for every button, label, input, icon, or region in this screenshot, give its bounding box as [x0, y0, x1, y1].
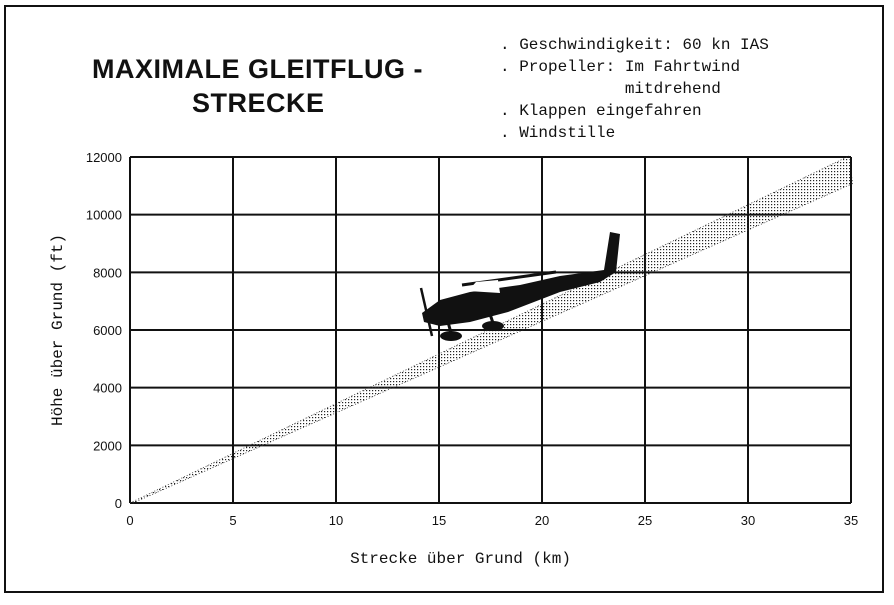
- condition-item: . Klappen eingefahren: [500, 102, 702, 120]
- x-tick-label: 20: [535, 513, 549, 528]
- y-tick-label: 10000: [86, 208, 122, 223]
- x-axis-label: Strecke über Grund (km): [350, 550, 571, 568]
- x-tick-label: 5: [229, 513, 236, 528]
- x-tick-label: 0: [126, 513, 133, 528]
- condition-item: . Geschwindigkeit: 60 kn IAS: [500, 36, 769, 54]
- title-line-2: STRECKE: [192, 88, 325, 118]
- y-tick-label: 6000: [93, 323, 122, 338]
- y-axis-label: Höhe über Grund (ft): [49, 234, 67, 426]
- y-tick-label: 4000: [93, 381, 122, 396]
- y-tick-label: 8000: [93, 265, 122, 280]
- chart-frame: [4, 5, 884, 593]
- x-tick-labels: 0 5 10 15 20 25 30 35: [126, 513, 858, 528]
- chart-title: MAXIMALE GLEITFLUG - STRECKE: [92, 52, 432, 120]
- y-tick-label: 0: [115, 496, 122, 511]
- x-tick-label: 10: [329, 513, 343, 528]
- x-tick-label: 15: [432, 513, 446, 528]
- x-tick-label: 35: [844, 513, 858, 528]
- condition-item: . Windstille: [500, 124, 616, 142]
- conditions-list: . Geschwindigkeit: 60 kn IAS . Propeller…: [500, 34, 769, 144]
- x-tick-label: 25: [638, 513, 652, 528]
- glide-band-lower: [132, 183, 854, 504]
- x-tick-label: 30: [741, 513, 755, 528]
- aircraft-silhouette-icon: [419, 232, 620, 341]
- y-tick-labels: 0 2000 4000 6000 8000 10000 12000: [86, 150, 122, 511]
- title-line-1: MAXIMALE GLEITFLUG -: [92, 54, 423, 84]
- condition-item: . Propeller: Im Fahrtwind: [500, 58, 741, 76]
- y-tick-label: 12000: [86, 150, 122, 165]
- condition-item: mitdrehend: [500, 80, 721, 98]
- y-tick-label: 2000: [93, 438, 122, 453]
